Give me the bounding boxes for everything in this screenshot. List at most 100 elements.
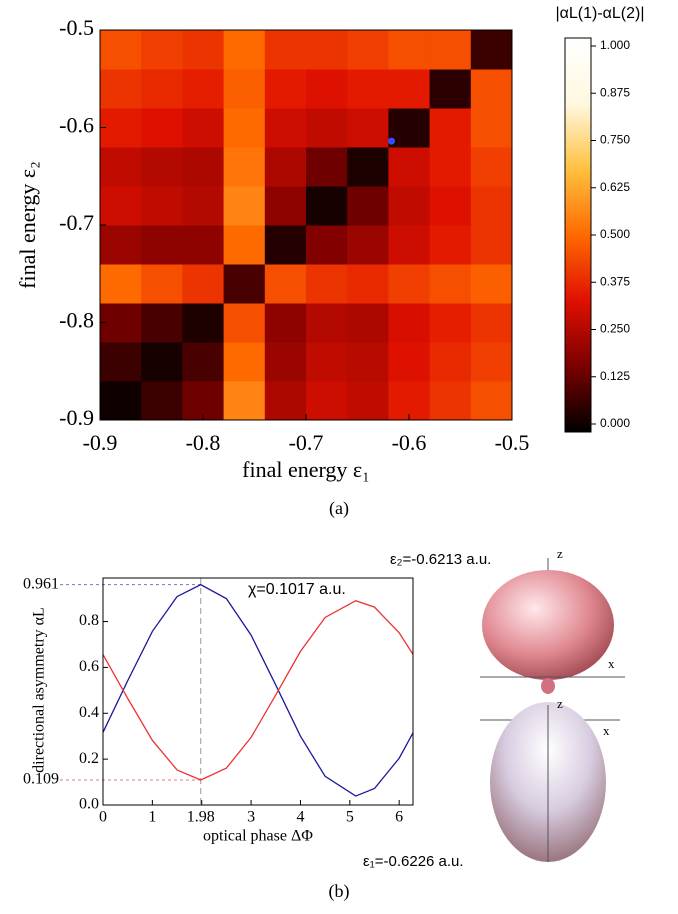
heat-cell <box>429 186 472 226</box>
colorbar-tick-label: 0.750 <box>600 133 630 147</box>
heat-cell <box>264 186 307 226</box>
shape-top: z x ε₂=-0.6213 a.u. <box>390 546 625 694</box>
colorbar-tick-label: 0.250 <box>600 322 630 336</box>
x-tick-label: -0.7 <box>289 430 324 455</box>
heat-cell <box>141 108 183 148</box>
heat-cell <box>141 69 183 109</box>
heat-cell <box>264 381 307 421</box>
heat-cell <box>100 342 142 382</box>
heat-cell <box>347 342 389 382</box>
heat-cell <box>264 108 307 148</box>
plot-frame <box>102 577 414 806</box>
colorbar-tick-label: 0.500 <box>600 227 630 241</box>
heat-cell <box>182 342 225 382</box>
colorbar-tick-label: 1.000 <box>600 38 630 52</box>
heat-cell <box>264 69 307 109</box>
caption: (a) <box>329 498 349 519</box>
y-axis-label: directional asymmetry αL <box>31 607 48 773</box>
y-tick-label: 0.8 <box>79 612 99 629</box>
heat-cell <box>347 186 389 226</box>
axis-letter: x <box>603 723 610 738</box>
x-tick-label: -0.9 <box>83 430 118 455</box>
heat-cell <box>100 225 142 265</box>
heat-cell <box>182 147 225 187</box>
y-tick-label: 0.0 <box>79 796 99 813</box>
axis-letter: z <box>557 546 563 561</box>
heat-cell <box>347 147 389 187</box>
heat-cell <box>306 69 348 109</box>
caption: (b) <box>329 881 350 902</box>
heat-cell <box>429 381 472 421</box>
x-tick-label: -0.5 <box>495 430 530 455</box>
heat-cell <box>182 30 225 70</box>
heat-cell <box>347 225 389 265</box>
heat-cell <box>182 69 225 109</box>
x-tick-label: 4 <box>296 809 304 826</box>
heat-cell <box>470 147 513 187</box>
annotation: χ=0.1017 a.u. <box>248 581 346 598</box>
shape-label: ε₂=-0.6213 a.u. <box>390 551 491 568</box>
shape-bottom: z x ε₁=-0.6226 a.u. <box>363 696 620 870</box>
y-axis-label: final energy ε₂ <box>15 161 40 289</box>
heat-cell <box>388 381 431 421</box>
heat-cell <box>306 147 348 187</box>
heat-cell <box>182 186 225 226</box>
heat-cell <box>470 69 513 109</box>
heat-cell <box>470 225 513 265</box>
heat-cell <box>182 264 225 304</box>
x-tick-label: 5 <box>346 809 354 826</box>
heat-cell <box>306 264 348 304</box>
colorbar-tick-label: 0.875 <box>600 85 630 99</box>
heat-cell <box>100 30 142 70</box>
x-tick-label: 6 <box>395 809 403 826</box>
heat-cell <box>141 303 183 343</box>
y-tick-label: 0.6 <box>79 658 99 675</box>
y-tick-label: 0.4 <box>79 704 99 721</box>
heat-cell <box>264 147 307 187</box>
heat-cell <box>470 264 513 304</box>
heat-cell <box>141 186 183 226</box>
heat-cell <box>347 108 389 148</box>
heat-cell <box>100 108 142 148</box>
heat-cell <box>223 147 266 187</box>
heat-cell <box>470 342 513 382</box>
heat-cell <box>223 264 266 304</box>
series-line <box>102 599 414 781</box>
heat-cell <box>182 381 225 421</box>
heat-cell <box>388 225 431 265</box>
heat-cell <box>388 108 431 148</box>
heat-cell <box>388 342 431 382</box>
heat-cell <box>470 303 513 343</box>
y-marker-label: 0.109 <box>23 771 59 788</box>
point <box>387 137 395 145</box>
heat-cell <box>264 264 307 304</box>
heat-cell <box>470 381 513 421</box>
colorbar-tick-label: 0.375 <box>600 274 630 288</box>
heat-cell <box>388 147 431 187</box>
colorbar-tick-label: 0.000 <box>600 416 630 430</box>
heat-cell <box>223 225 266 265</box>
y-tick-label: -0.9 <box>59 405 94 430</box>
y-tick-label: 0.2 <box>79 750 99 767</box>
heat-cell <box>182 225 225 265</box>
heat-cell <box>141 225 183 265</box>
y-marker-label: 0.961 <box>23 575 59 592</box>
heat-cell <box>429 30 472 70</box>
series-line <box>102 583 414 797</box>
heat-cell <box>388 30 431 70</box>
colorbar <box>564 37 592 433</box>
heat-cell <box>223 303 266 343</box>
heat-cell <box>264 342 307 382</box>
heat-cell <box>141 381 183 421</box>
x-axis-label: final energy ε₁ <box>242 457 370 482</box>
heat-cell <box>223 30 266 70</box>
heat-cell <box>470 186 513 226</box>
x-tick-label: 0 <box>99 809 107 826</box>
heat-cell <box>223 69 266 109</box>
heat-cell <box>347 30 389 70</box>
heat-cell <box>347 381 389 421</box>
heat-cell <box>100 147 142 187</box>
heat-cell <box>429 69 472 109</box>
axis-letter: x <box>608 656 615 671</box>
